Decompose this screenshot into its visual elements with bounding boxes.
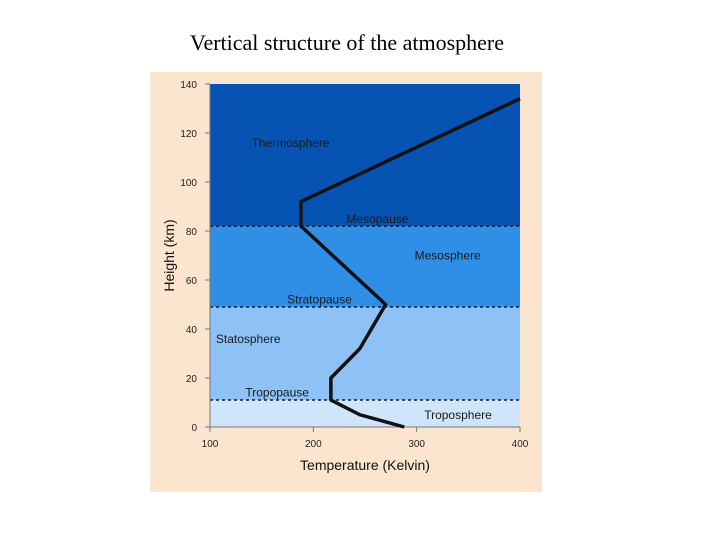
layer-band-mesosphere: [210, 226, 520, 307]
y-tick-label: 40: [186, 325, 198, 336]
boundary-label-tropopause: Tropopause: [245, 386, 309, 400]
layer-label-thermosphere: Thermosphere: [252, 136, 330, 150]
x-tick-label: 200: [305, 439, 322, 450]
y-tick-label: 120: [180, 129, 197, 140]
layer-boundaries: [210, 225, 520, 401]
x-tick-label: 300: [408, 439, 425, 450]
y-tick-label: 0: [191, 423, 197, 434]
layer-band-thermosphere: [210, 84, 520, 227]
boundary-label-mesopause: Mesopause: [346, 212, 408, 226]
y-tick-label: 140: [180, 80, 197, 91]
atmosphere-chart: 100 200 300 400 0 20 40 60 80 100 120 140 Temperat…: [150, 72, 542, 492]
layer-label-mesosphere: Mesosphere: [415, 249, 481, 263]
y-tick-label: 80: [186, 227, 198, 238]
layer-band-troposphere: [210, 400, 520, 427]
y-tick-label: 100: [180, 178, 197, 189]
y-axis-ticks: 0 20 40 60 80 100 120 140: [180, 80, 210, 434]
layer-label-troposphere: Troposphere: [424, 408, 492, 422]
y-tick-label: 60: [186, 276, 198, 287]
atmosphere-chart-svg: 100 200 300 400 0 20 40 60 80 100 120 140 Temperat…: [150, 72, 542, 492]
layer-labels: Troposphere Statosphere Mesosphere Thermosp…: [216, 136, 492, 422]
layer-label-statosphere: Statosphere: [216, 332, 281, 346]
y-axis-title: Height (km): [161, 219, 177, 291]
slide-title: Vertical structure of the atmosphere: [190, 30, 504, 55]
boundary-label-stratopause: Stratopause: [287, 293, 352, 307]
temperature-profile-line: [299, 97, 521, 429]
y-tick-label: 20: [186, 374, 198, 385]
x-tick-label: 100: [202, 439, 219, 450]
chart-axes: [209, 84, 520, 428]
layer-band-statosphere: [210, 306, 520, 401]
atmosphere-layers: [210, 84, 520, 427]
x-tick-label: 400: [512, 439, 529, 450]
x-axis-title: Temperature (Kelvin): [300, 457, 430, 473]
x-axis-ticks: 100 200 300 400: [202, 427, 529, 450]
